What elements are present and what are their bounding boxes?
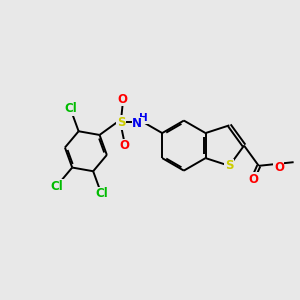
Text: Cl: Cl bbox=[50, 179, 63, 193]
Text: H: H bbox=[140, 113, 148, 123]
Text: N: N bbox=[132, 117, 142, 130]
Text: S: S bbox=[225, 159, 234, 172]
Text: O: O bbox=[248, 173, 259, 186]
Text: O: O bbox=[274, 161, 284, 174]
Text: Cl: Cl bbox=[64, 102, 77, 115]
Text: S: S bbox=[117, 116, 125, 129]
Text: Cl: Cl bbox=[95, 188, 108, 200]
Text: O: O bbox=[119, 139, 129, 152]
Text: O: O bbox=[118, 93, 128, 106]
